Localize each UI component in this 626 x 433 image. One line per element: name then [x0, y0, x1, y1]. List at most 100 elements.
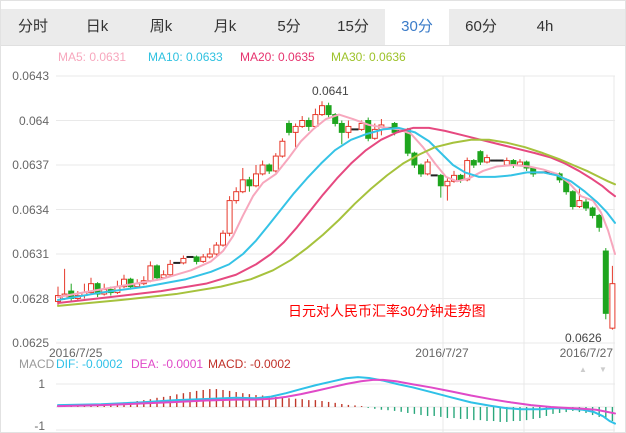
dea-value-label: DEA: -0.0001: [131, 357, 204, 371]
candle-body: [437, 174, 444, 187]
dea-line: [57, 378, 616, 415]
candle-body: [220, 232, 226, 246]
candle-body: [167, 263, 174, 276]
y-axis-label: 0.0643: [12, 69, 49, 83]
candle-body: [253, 173, 259, 187]
candle-body: [332, 114, 339, 124]
candle-body: [477, 151, 484, 163]
price-axis: 0.0643 0.064 0.0637 0.0634 0.0631 0.0628 0.062…: [3, 1, 49, 361]
candle-body: [609, 283, 616, 329]
tab-4h[interactable]: 4h: [536, 18, 554, 35]
doji-dash: [173, 261, 181, 264]
y-axis-label: 0.0628: [12, 291, 49, 306]
scroll-down-icon[interactable]: ▼: [599, 365, 607, 374]
candle-body: [325, 105, 332, 116]
macd-panel-title: MACD: [19, 357, 55, 371]
ma-line-ma5: [57, 113, 616, 299]
candle-body: [299, 120, 306, 127]
ma30-label: MA30: 0.0636: [331, 50, 406, 64]
candle-body: [206, 253, 213, 258]
candle-body: [470, 160, 477, 166]
candle-body: [180, 257, 187, 264]
candle-body: [127, 278, 134, 288]
tab-monthly-k[interactable]: 月k: [213, 18, 237, 35]
candle-body: [226, 200, 233, 234]
candle-body: [576, 200, 583, 208]
tab-daily-k[interactable]: 日k: [85, 18, 109, 35]
candle-body: [464, 160, 471, 181]
doji-dash: [351, 128, 359, 131]
macd-value-label: MACD: -0.0002: [208, 357, 291, 371]
scroll-up-icon[interactable]: ▲: [579, 365, 587, 374]
candle-body: [305, 120, 312, 127]
candle-body: [596, 214, 603, 228]
candle-body: [319, 105, 325, 116]
candle-body: [266, 164, 273, 172]
ma20-label: MA20: 0.0635: [240, 50, 315, 64]
tab-realtime[interactable]: 分时: [17, 18, 48, 35]
tab-60min[interactable]: 60分: [465, 18, 497, 35]
candle-body: [200, 256, 207, 262]
period-tabbar: 分时 日k 周k 月k 5分 15分 30分 60分 4h: [1, 9, 625, 46]
candle-body: [602, 250, 609, 314]
candle-body: [272, 155, 279, 172]
candle-body: [121, 278, 127, 288]
candle-body: [523, 161, 530, 169]
candle-body: [583, 201, 589, 209]
candle-body: [424, 161, 431, 175]
candle-body: [338, 122, 345, 133]
x-axis-label: 2016/7/25: [49, 346, 103, 360]
candle-body: [444, 180, 451, 187]
doji-dash: [490, 159, 498, 162]
ma-line-ma10: [57, 126, 616, 301]
tab-5min[interactable]: 5分: [277, 18, 301, 35]
macd-axis-top-label: 1: [38, 377, 45, 391]
doji-dash: [430, 174, 438, 177]
ma5-label: MA5: 0.0631: [58, 50, 127, 64]
candle-body: [569, 191, 576, 208]
candle-body: [193, 256, 200, 262]
time-axis: 2016/7/25 2016/7/27 2016/7/27: [1, 346, 625, 360]
macd-legend-row: MACD DIF: -0.0002 DEA: -0.0001 MACD: -0.…: [1, 357, 625, 371]
candle-body: [358, 122, 365, 130]
dif-value-label: DIF: -0.0002: [56, 357, 123, 371]
candle-body: [292, 125, 299, 133]
low-price-annotation: 0.0626: [565, 331, 602, 345]
candle-body: [233, 191, 240, 202]
candle-body: [503, 160, 510, 166]
ma-line-ma30: [57, 138, 616, 307]
ma-indicator-row: MA5: 0.0631 MA10: 0.0633 MA20: 0.0635 MA30:…: [1, 50, 625, 64]
candle-body: [286, 122, 292, 133]
candle-body: [371, 128, 378, 139]
candle-body: [246, 179, 253, 187]
ma-line-ma20: [57, 126, 616, 304]
x-axis-label: 2016/7/27: [415, 346, 469, 360]
candle-body: [365, 120, 372, 139]
chart-title: 日元对人民币汇率30分钟走势图: [288, 303, 486, 319]
y-axis-label: 0.0631: [12, 247, 49, 261]
y-axis-label: 0.064: [18, 113, 49, 128]
candle-body: [484, 157, 490, 163]
candle-body: [239, 179, 246, 193]
candle-body: [154, 265, 160, 279]
candle-body: [55, 295, 61, 302]
candle-body: [589, 207, 596, 216]
doji-dash: [186, 255, 194, 258]
macd-axis-bottom-label: -1: [34, 419, 45, 433]
tab-weekly-k[interactable]: 周k: [149, 18, 173, 35]
y-axis-label: 0.0634: [12, 202, 49, 217]
candle-body: [88, 283, 94, 294]
candle-body: [259, 164, 266, 175]
tab-15min[interactable]: 15分: [337, 18, 369, 35]
candle-body: [345, 125, 352, 133]
candle-body: [418, 164, 424, 175]
ma10-label: MA10: 0.0633: [148, 50, 223, 64]
tab-30min[interactable]: 30分: [385, 9, 449, 45]
y-axis-label: 0.0625: [12, 336, 49, 350]
x-axis-label: 2016/7/27: [559, 346, 613, 360]
y-axis-label: 0.0637: [12, 158, 49, 172]
candle-body: [312, 114, 319, 127]
candle-body: [147, 265, 154, 282]
